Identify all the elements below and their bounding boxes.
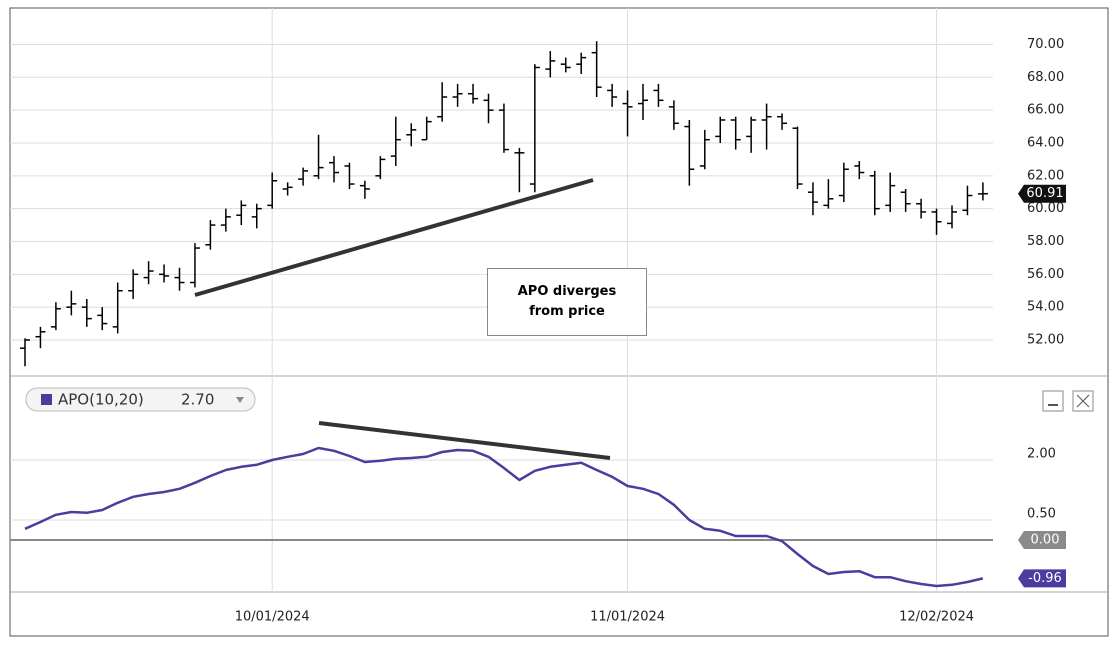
y-tick-label: 70.00 <box>1027 37 1064 52</box>
x-tick-label: 12/02/2024 <box>899 610 974 625</box>
y-tick-label: 58.00 <box>1027 234 1064 249</box>
indicator-value: 2.70 <box>181 391 214 409</box>
trend-line <box>318 421 611 460</box>
last-price-label: 60.91 <box>1026 186 1063 201</box>
trend-line <box>194 178 594 297</box>
x-tick-label: 10/01/2024 <box>235 610 310 625</box>
last-price-box <box>1018 184 1066 203</box>
indicator-swatch <box>41 394 52 405</box>
y-tick-label: 68.00 <box>1027 70 1064 85</box>
minimize-button[interactable] <box>1042 390 1064 412</box>
close-icon <box>1076 394 1090 408</box>
last-apo-box <box>1018 569 1066 588</box>
y-tick-label: 52.00 <box>1027 332 1064 347</box>
y-tick-label: 64.00 <box>1027 135 1064 150</box>
annotation: APO diverges from price <box>487 268 647 336</box>
reference-box <box>1018 531 1066 549</box>
x-tick-label: 11/01/2024 <box>590 610 665 625</box>
y-tick-label: 66.00 <box>1027 103 1064 118</box>
last-apo-label: -0.96 <box>1028 571 1062 586</box>
y-tick-label: 60.00 <box>1027 201 1064 216</box>
y-tick-label: 56.00 <box>1027 267 1064 282</box>
indicator-name: APO(10,20) <box>58 391 144 409</box>
line-series <box>24 446 984 588</box>
dropdown-arrow[interactable] <box>236 397 244 403</box>
y-tick-label: 2.00 <box>1027 447 1056 462</box>
indicator-pill[interactable] <box>25 387 256 412</box>
y-tick-label: 54.00 <box>1027 300 1064 315</box>
y-tick-label: 0.50 <box>1027 507 1056 522</box>
y-tick-label: 62.00 <box>1027 168 1064 183</box>
reference-label: 0.00 <box>1031 533 1060 548</box>
